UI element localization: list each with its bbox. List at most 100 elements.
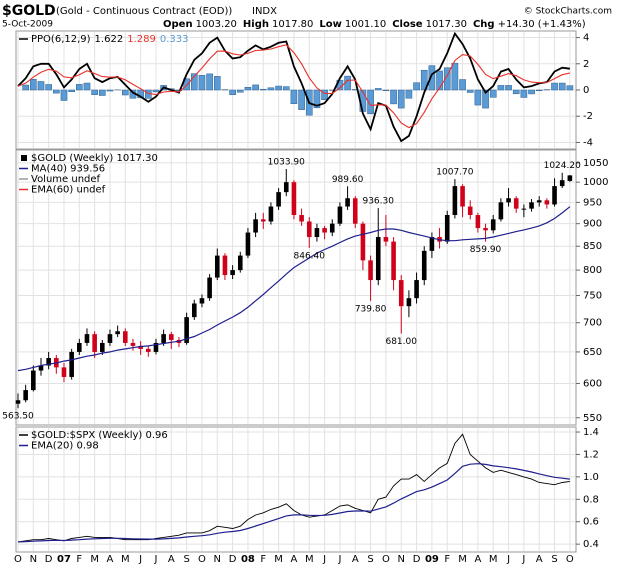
y-tick-label: 1.2	[583, 449, 599, 460]
candle-body	[199, 298, 205, 304]
candle-body	[84, 334, 90, 343]
symbol: $GOLD	[2, 3, 56, 19]
candle-body	[483, 228, 488, 231]
histogram-bar	[190, 73, 198, 91]
candle-body	[414, 280, 419, 299]
histogram-bar	[313, 89, 321, 109]
candle-body	[260, 219, 266, 222]
x-tick-label: M	[305, 554, 314, 565]
histogram-bar	[259, 88, 267, 91]
quote-label: Low	[319, 19, 341, 30]
candle-body	[46, 358, 51, 366]
x-tick-label: M	[274, 554, 283, 565]
legend-name: $GOLD (Weekly) 1017.30	[31, 153, 158, 164]
x-tick-label: A	[536, 554, 543, 565]
x-tick-label: S	[367, 554, 373, 565]
candle-body	[61, 367, 67, 377]
candle-body	[552, 186, 557, 205]
legend-label: MA(40) 939.56	[31, 164, 105, 175]
y-tick-label: 950	[583, 197, 602, 208]
x-tick-label: D	[413, 554, 421, 565]
legend-label: PPO(6,12,9) 1.622 1.289 0.333	[31, 34, 188, 45]
histogram-bar	[252, 84, 259, 91]
histogram-bar	[482, 89, 489, 109]
quote-value: 1017.80	[272, 19, 313, 30]
y-tick-label: 2	[583, 59, 589, 70]
panel-frame	[15, 426, 577, 553]
histogram-bar	[275, 85, 282, 91]
x-tick-label: S	[183, 554, 189, 565]
candle-body	[559, 180, 565, 187]
x-tick-label: M	[489, 554, 498, 565]
candle-body	[191, 303, 197, 318]
x-tick-label: D	[229, 554, 237, 565]
candle-body	[222, 255, 228, 276]
histogram-bar	[459, 79, 466, 91]
quote-label: Open	[163, 19, 193, 30]
x-tick-label: N	[214, 554, 221, 565]
x-tick-label: J	[153, 554, 157, 565]
histogram-bar	[244, 86, 252, 91]
exchange: INDX	[252, 6, 277, 17]
candle-body	[314, 228, 320, 238]
series-line	[17, 31, 571, 143]
x-tick-label: F	[260, 554, 266, 565]
y-tick-label: 0.6	[583, 517, 599, 528]
candle-body	[268, 206, 274, 222]
histogram-bar	[443, 67, 451, 91]
candle-body	[337, 206, 343, 224]
histogram-bar	[474, 89, 482, 106]
candle-body	[506, 198, 511, 203]
annotation: 1033.90	[268, 158, 305, 168]
y-tick-label: 900	[583, 219, 602, 230]
x-tick-label: D	[45, 554, 53, 565]
x-tick-label: M	[458, 554, 467, 565]
candle-body	[467, 206, 473, 216]
quote-value: 1003.20	[196, 19, 237, 30]
x-tick-label: O	[382, 554, 390, 565]
x-tick-label: N	[30, 554, 37, 565]
legend-name: MA(40) 939.56	[31, 164, 105, 175]
quote-value: 1017.30	[426, 19, 467, 30]
histogram-bar	[137, 89, 144, 99]
series-line	[17, 463, 570, 543]
candle-body	[161, 334, 166, 343]
y-tick-label: -4	[583, 137, 593, 148]
candle-body	[460, 186, 465, 207]
histogram-bar	[22, 84, 29, 91]
histogram-bar	[68, 89, 75, 92]
x-tick-label: A	[168, 554, 175, 565]
annotation: 859.90	[470, 245, 502, 255]
x-tick-label: N	[397, 554, 404, 565]
y-tick-label: 850	[583, 241, 602, 252]
candle-body	[444, 215, 450, 242]
candle-body	[299, 215, 304, 222]
histogram-bar	[367, 89, 374, 115]
candle-body	[23, 390, 28, 401]
candle-body	[345, 198, 350, 207]
candle-body	[529, 202, 534, 209]
histogram-bar	[60, 89, 68, 101]
y-tick-label: 600	[583, 378, 602, 389]
histogram-bar	[428, 65, 436, 91]
legend-label: EMA(20) 0.98	[31, 441, 99, 452]
histogram-bar	[37, 81, 45, 91]
y-tick-label: 1000	[583, 177, 608, 188]
candle-body	[513, 198, 519, 209]
candle-body	[567, 175, 573, 181]
x-tick-label: J	[521, 554, 525, 565]
candle-body	[475, 215, 481, 229]
candle-body	[15, 400, 21, 404]
histogram-bar	[374, 88, 382, 91]
histogram-bar	[106, 89, 114, 92]
candle-body	[406, 298, 412, 307]
candle-body	[521, 208, 527, 210]
candle-body	[123, 331, 128, 343]
annotation: 739.80	[355, 304, 387, 314]
histogram-bar	[206, 73, 213, 91]
candle-body	[283, 182, 289, 193]
candle-body	[237, 255, 243, 271]
histogram-bar	[382, 89, 390, 91]
histogram-bar	[512, 89, 520, 95]
